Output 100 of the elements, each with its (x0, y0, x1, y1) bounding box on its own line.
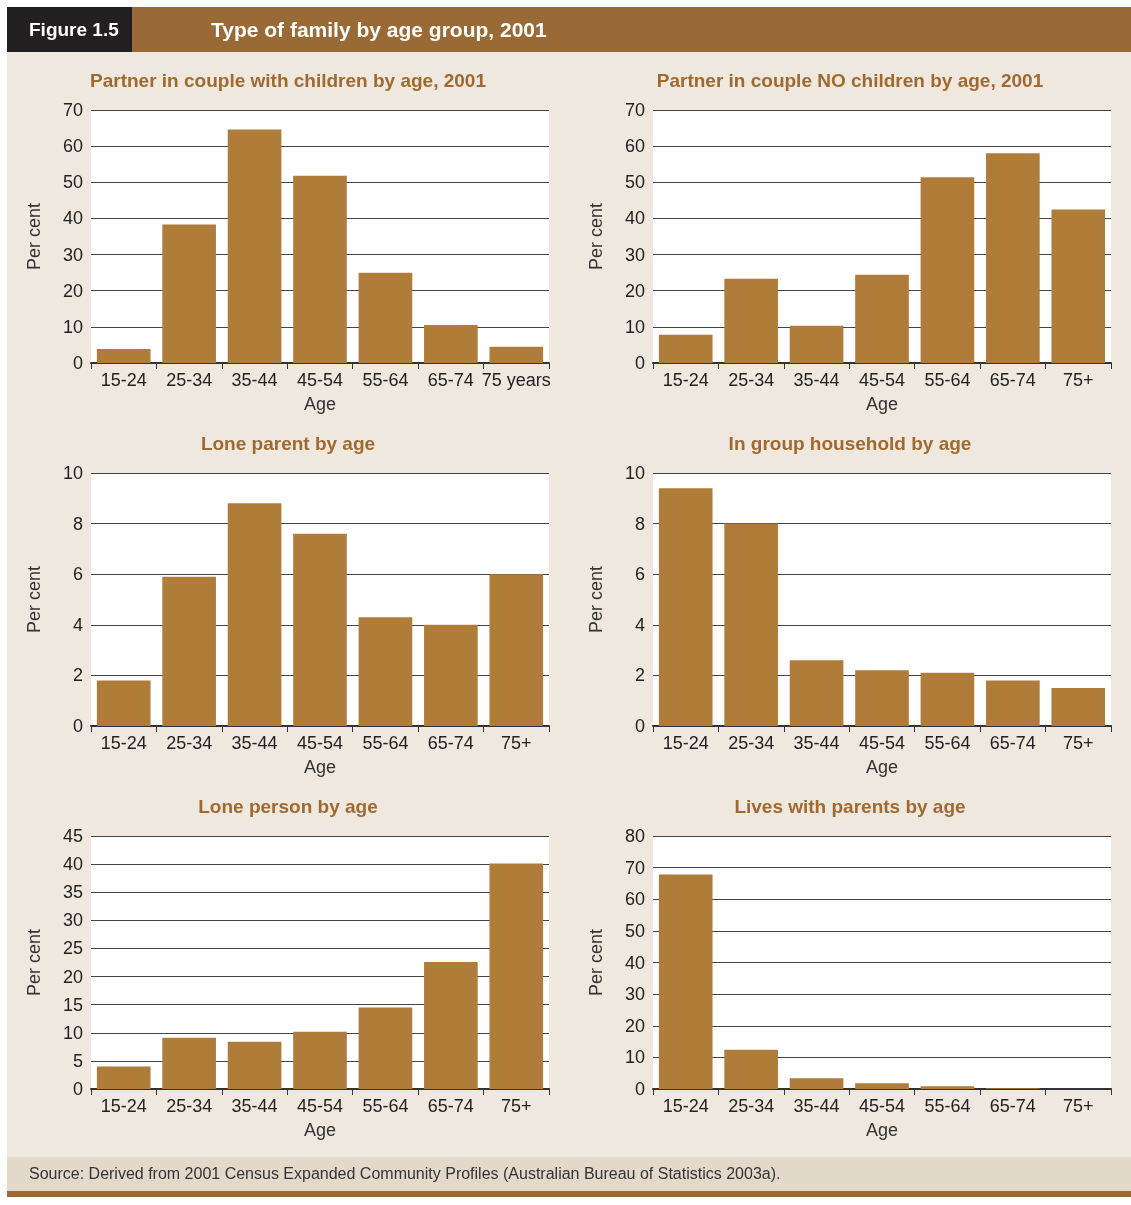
bar (489, 574, 544, 726)
y-tick-label: 60 (624, 136, 645, 157)
bar (489, 863, 544, 1089)
bar (789, 325, 844, 363)
bar (724, 278, 778, 363)
bar (293, 175, 347, 363)
y-axis-title: Per cent (586, 202, 606, 271)
x-tick-label: 75+ (1063, 1096, 1094, 1116)
y-tick-label: 0 (72, 716, 83, 736)
y-tick-label: 2 (72, 665, 83, 686)
y-tick-label: 80 (624, 826, 645, 846)
chart-title: Partner in couple with children by age, 2001 (90, 70, 487, 91)
x-tick-label: 55-64 (924, 733, 971, 753)
x-tick-label: 25-34 (166, 1096, 213, 1116)
chart-title: In group household by age (728, 433, 972, 454)
x-tick-label: 25-34 (728, 370, 775, 390)
y-tick-label: 10 (62, 463, 83, 483)
x-tick-label: 15-24 (100, 370, 147, 390)
y-tick-label: 40 (624, 208, 645, 229)
text: Figure 1.5 (7, 7, 132, 52)
y-tick-label: 6 (72, 564, 83, 585)
bar (658, 488, 713, 726)
bar (724, 523, 778, 726)
y-tick-label: 4 (72, 614, 83, 635)
chart-title: Lone person by age (198, 796, 378, 817)
y-tick-label: 30 (62, 244, 83, 265)
y-axis-title: Per cent (586, 565, 606, 634)
bar (96, 1066, 151, 1089)
bar (986, 153, 1040, 363)
y-tick-label: 10 (62, 316, 83, 337)
bar (162, 224, 216, 363)
y-tick-label: 25 (62, 938, 83, 959)
bar (789, 1078, 844, 1089)
x-tick-label: 35-44 (231, 733, 278, 753)
x-axis-title: Age (865, 394, 899, 414)
bar (1051, 209, 1106, 363)
x-tick-label: 65-74 (427, 370, 474, 390)
x-tick-label: 35-44 (231, 1096, 278, 1116)
x-tick-label: 55-64 (362, 733, 409, 753)
source-note: Source: Derived from 2001 Census Expanded Community Profiles (Australian Bureau of Statistics 2003a). (7, 1157, 1131, 1191)
chart-title: Partner in couple NO children by age, 2001 (656, 70, 1044, 91)
bar (789, 660, 844, 726)
y-tick-label: 0 (634, 716, 645, 736)
y-tick-label: 40 (624, 952, 645, 973)
y-tick-label: 0 (634, 353, 645, 373)
bar (855, 274, 909, 363)
x-axis-title: Age (865, 1120, 899, 1140)
y-tick-label: 2 (634, 665, 645, 686)
x-tick-label: 15-24 (100, 1096, 147, 1116)
bar (920, 177, 975, 363)
y-tick-label: 0 (72, 353, 83, 373)
y-tick-label: 0 (634, 1079, 645, 1099)
bar (96, 348, 151, 363)
x-tick-label: 35-44 (793, 1096, 840, 1116)
x-tick-label: 45-54 (858, 733, 906, 753)
x-tick-label: 65-74 (427, 733, 474, 753)
bar (658, 874, 713, 1089)
bar (986, 680, 1040, 726)
bar (227, 1041, 282, 1089)
y-tick-label: 50 (624, 172, 645, 193)
x-tick-label: 75 years (481, 370, 551, 390)
x-tick-label: 65-74 (989, 370, 1036, 390)
y-tick-label: 10 (624, 1047, 645, 1068)
y-tick-label: 20 (62, 280, 83, 301)
bar (658, 334, 713, 363)
bar (358, 1007, 413, 1089)
y-axis-title: Per cent (586, 928, 606, 997)
y-tick-label: 15 (62, 994, 83, 1015)
x-tick-label: 25-34 (166, 370, 213, 390)
x-tick-label: 15-24 (100, 733, 147, 753)
y-tick-label: 20 (62, 966, 83, 987)
x-tick-label: 15-24 (662, 733, 709, 753)
y-tick-label: 4 (634, 614, 645, 635)
y-tick-label: 5 (72, 1050, 83, 1071)
y-tick-label: 8 (634, 513, 645, 534)
bar (855, 670, 909, 726)
y-axis-title: Per cent (24, 928, 44, 997)
x-tick-label: 15-24 (662, 1096, 709, 1116)
bar (724, 1049, 778, 1089)
y-tick-label: 30 (624, 984, 645, 1005)
x-tick-label: 25-34 (166, 733, 213, 753)
y-tick-label: 70 (624, 857, 645, 878)
x-tick-label: 55-64 (924, 1096, 971, 1116)
bar (424, 961, 478, 1089)
x-tick-label: 45-54 (296, 733, 344, 753)
x-tick-label: 25-34 (728, 1096, 775, 1116)
y-tick-label: 30 (624, 244, 645, 265)
x-tick-label: 75+ (1063, 370, 1094, 390)
y-tick-label: 35 (62, 882, 83, 903)
x-axis-title: Age (303, 757, 337, 777)
bar (227, 129, 282, 363)
x-tick-label: 35-44 (231, 370, 278, 390)
x-tick-label: 65-74 (989, 1096, 1036, 1116)
y-tick-label: 10 (62, 1022, 83, 1043)
x-tick-label: 65-74 (989, 733, 1036, 753)
chart-title: Lives with parents by age (734, 796, 966, 817)
x-tick-label: 45-54 (296, 1096, 344, 1116)
bar (96, 680, 151, 726)
y-tick-label: 40 (62, 208, 83, 229)
y-tick-label: 40 (62, 854, 83, 875)
